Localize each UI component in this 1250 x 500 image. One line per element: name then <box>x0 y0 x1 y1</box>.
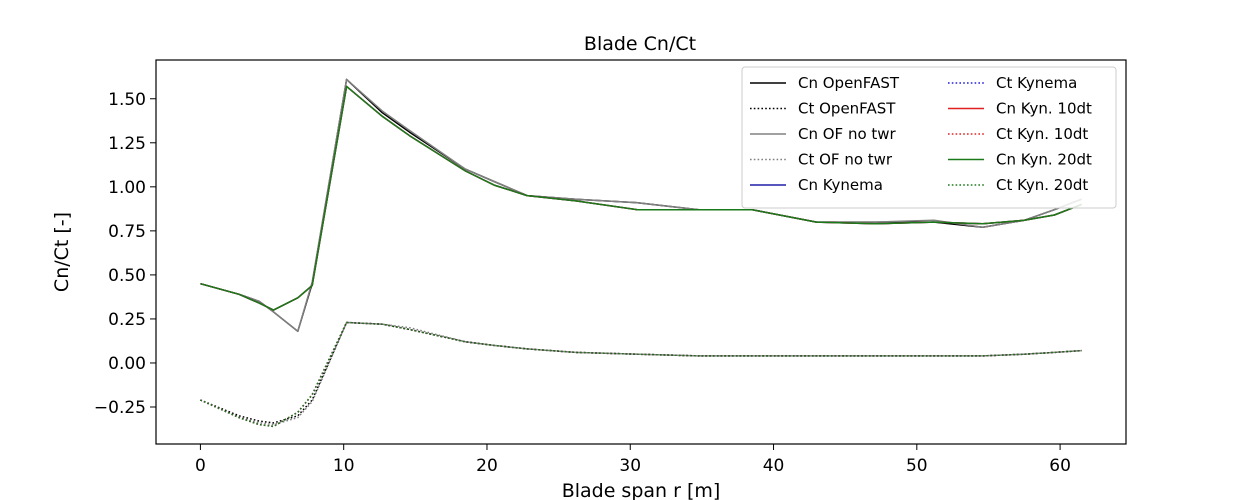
legend-label: Cn OpenFAST <box>798 74 900 92</box>
legend-label: Cn Kynema <box>798 176 883 194</box>
y-tick-label: 0.75 <box>108 222 146 242</box>
legend-label: Cn Kyn. 20dt <box>996 151 1092 169</box>
y-tick-label: 0.50 <box>108 266 146 286</box>
series-line-10 <box>200 321 1082 428</box>
chart-title: Blade Cn/Ct <box>584 33 696 55</box>
legend-label: Ct OF no twr <box>798 151 893 169</box>
legend-label: Ct OpenFAST <box>798 100 896 118</box>
y-tick-label: 1.25 <box>108 134 146 154</box>
axis-ticks: 0 10 20 30 40 50 60 −0.25 0.00 0.25 0.50 0.75 1.00 1.… <box>94 90 1071 476</box>
y-tick-label: 0.00 <box>108 354 146 374</box>
x-tick-label: 10 <box>333 456 355 476</box>
legend-label: Cn OF no twr <box>798 125 897 143</box>
x-tick-label: 40 <box>763 456 785 476</box>
y-axis-label: Cn/Ct [-] <box>51 212 73 292</box>
series-line-8 <box>200 321 1082 428</box>
x-tick-label: 0 <box>195 456 206 476</box>
series-line-4 <box>200 321 1082 426</box>
series-line-9 <box>200 85 1082 311</box>
series-line-6 <box>200 321 1082 428</box>
legend-label: Ct Kyn. 20dt <box>996 176 1088 194</box>
x-tick-label: 50 <box>906 456 928 476</box>
legend-label: Ct Kyn. 10dt <box>996 125 1088 143</box>
x-tick-label: 20 <box>476 456 498 476</box>
x-axis-label: Blade span r [m] <box>562 480 721 500</box>
plot-frame <box>155 59 1127 445</box>
legend-label: Cn Kyn. 10dt <box>996 100 1092 118</box>
series-lines <box>200 78 1082 428</box>
x-tick-label: 60 <box>1049 456 1071 476</box>
y-tick-label: 1.00 <box>108 178 146 198</box>
legend-label: Ct Kynema <box>996 74 1077 92</box>
legend: Cn OpenFAST Ct OpenFAST Cn OF no twr Ct OF … <box>741 66 1117 209</box>
y-tick-label: −0.25 <box>94 398 146 418</box>
y-tick-label: 0.25 <box>108 310 146 330</box>
x-tick-label: 30 <box>619 456 641 476</box>
y-tick-label: 1.50 <box>108 90 146 110</box>
series-line-2 <box>200 321 1082 424</box>
legend-box <box>741 66 1117 209</box>
